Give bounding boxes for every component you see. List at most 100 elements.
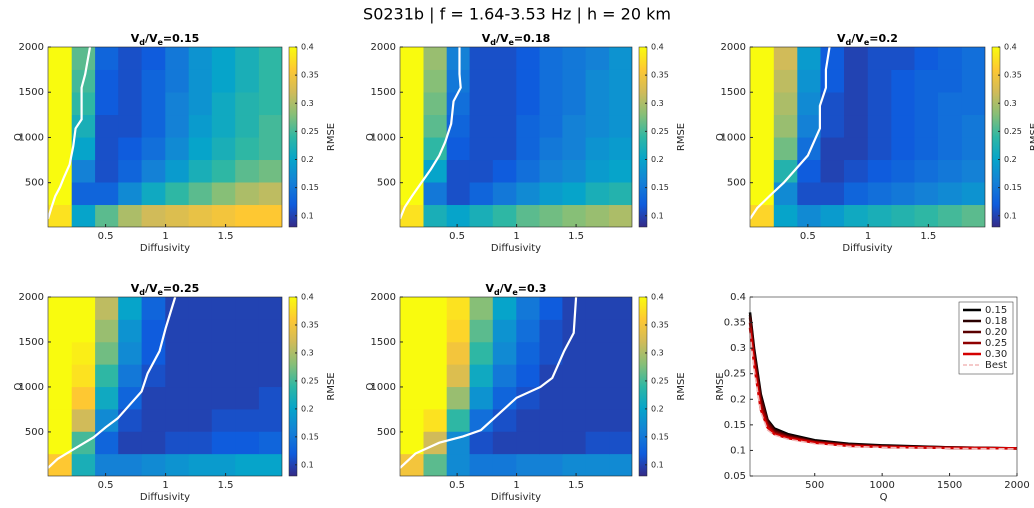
heatmap-cell [235,297,260,320]
heatmap-cell [118,159,143,183]
heatmap-cell [48,341,73,365]
heatmap-cell [400,431,424,455]
heatmap-cell [141,204,166,227]
y-tick-label: 1500 [371,87,396,98]
heatmap-cell [71,341,96,365]
heatmap-cell [492,159,517,183]
heatmap-cell [188,386,213,410]
heatmap-cell [797,69,821,93]
heatmap-cell [188,364,213,388]
y-tick-label: 0.4 [730,292,746,303]
title-part: e [157,288,163,297]
heatmap-cell [258,408,282,432]
heatmap-cell [961,47,985,70]
x-tick-label: 1.5 [568,231,584,242]
heatmap-cell [423,47,448,70]
heatmap-cell [469,364,494,388]
heatmap-cell [235,319,260,343]
heatmap-cell [71,137,96,161]
heatmap-cell [585,341,610,365]
axes-box [399,46,633,228]
contour-line [48,297,177,469]
heatmap-cell [211,159,236,183]
heatmap-cell [516,114,540,138]
y-axis-label: Q [715,133,726,141]
colorbar-tick-label: 0.35 [1004,71,1022,80]
x-tick-label: 2000 [1004,480,1029,491]
heatmap-cell [48,69,73,93]
y-tick-label: 0.05 [724,471,746,482]
heatmap-cell [609,386,632,410]
heatmap-cell [95,182,119,206]
heatmap-cell [118,47,143,70]
y-tick-label: 500 [377,427,396,438]
y-tick-label: 500 [25,427,44,438]
y-tick-label: 0.35 [724,318,746,329]
heatmap-cell [118,453,143,476]
heatmap-cell [95,297,119,320]
heatmap-cells [400,47,632,227]
heatmap-cell [258,341,282,365]
heatmap-cell [165,431,190,455]
heatmap-cell [516,453,540,476]
heatmap-cell [258,159,282,183]
heatmap-cell [141,92,166,116]
heatmap-cell [492,69,517,93]
heatmap-cell [938,137,963,161]
title-part: /V [500,282,513,295]
heatmap-cell [938,159,963,183]
heatmap-cell [165,137,190,161]
x-tick-label: 0.5 [800,231,816,242]
y-tick-label: 0.25 [724,369,746,380]
heatmap-cell [48,114,73,138]
heatmap-cell [469,69,494,93]
heatmap-cell [492,386,517,410]
colorbar-tick-label: 0.1 [651,460,664,469]
heatmap-cell [938,47,963,70]
heatmap-cell [165,364,190,388]
heatmap-cell [562,408,587,432]
heatmap-cell [446,92,471,116]
heatmap-cell [400,408,424,432]
heatmap-cell [492,408,517,432]
heatmap-cell [400,453,424,476]
heatmap-cell [118,408,143,432]
heatmap-cell [211,408,236,432]
heatmap-cell [891,182,915,206]
heatmap-cell [95,431,119,455]
heatmap-cell [71,408,96,432]
heatmap-cell [844,182,869,206]
heatmap-cell [585,364,610,388]
heatmap-cell [141,137,166,161]
colorbar-ticks: 0.1 0.15 0.2 0.25 0.3 0.35 0.4 [295,293,319,469]
heatmap-cell [914,137,939,161]
heatmap-cell [165,114,190,138]
colorbar-tick-label: 0.25 [301,127,319,136]
heatmap-cell [891,137,915,161]
heatmap-cell [938,204,963,227]
y-tick-label: 1500 [721,87,746,98]
heatmap-cell [211,182,236,206]
x-tick-label: 1 [865,231,871,242]
contour-line [750,47,831,220]
heatmap-cell [516,297,540,320]
heatmap-cell [539,408,563,432]
heatmap-cell [211,453,236,476]
heatmap-cell [71,182,96,206]
heatmap-cell [423,297,448,320]
heatmap-cell [562,204,587,227]
heatmap-cell [609,297,632,320]
heatmap-cell [961,92,985,116]
heatmap-cell [516,386,540,410]
heatmap-cell [750,137,775,161]
heatmap-cell [562,114,587,138]
heatmap-cell [562,47,587,70]
heatmap-cell [562,92,587,116]
heatmap-cell [95,137,119,161]
heatmap-cell [71,114,96,138]
heatmap-cells [48,297,282,476]
heatmap-cell [423,114,448,138]
heatmap-cell [516,431,540,455]
heatmap-cell [423,69,448,93]
heatmap-cell [235,204,260,227]
